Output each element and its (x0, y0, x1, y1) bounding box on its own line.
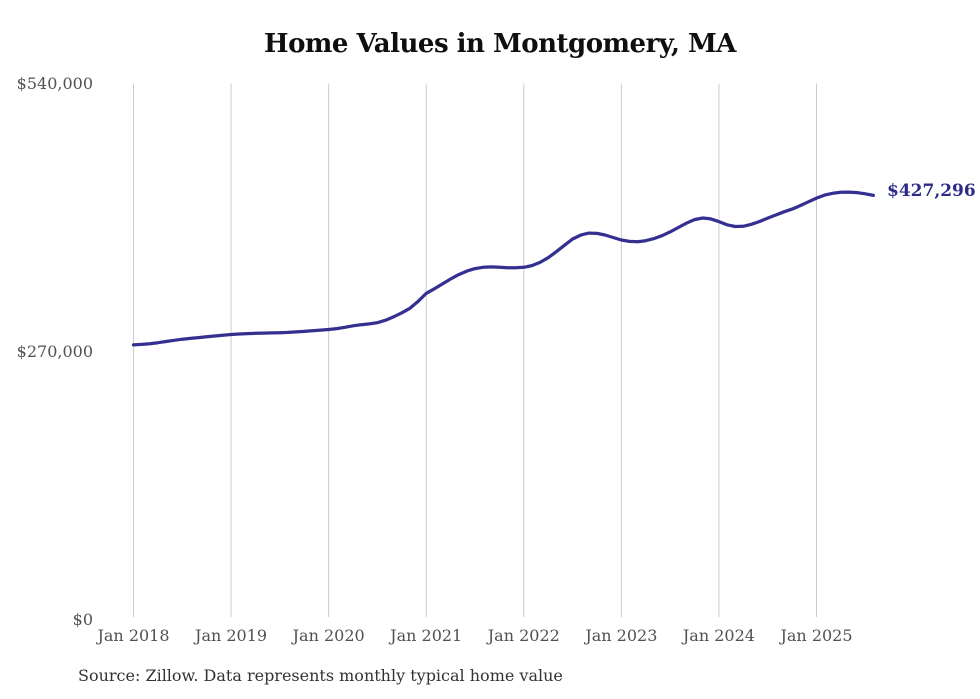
y-tick-label: $270,000 (16, 341, 93, 361)
x-tick-label: Jan 2020 (292, 626, 365, 645)
x-tick-label: Jan 2025 (780, 626, 853, 645)
latest-value-label: $427,296 (887, 181, 976, 201)
home-value-trend-line (131, 190, 876, 347)
x-tick-label: Jan 2023 (585, 626, 658, 645)
x-tick-label: Jan 2018 (97, 626, 170, 645)
source-attribution: Source: Zillow. Data represents monthly … (78, 666, 563, 685)
chart-title: Home Values in Montgomery, MA (264, 29, 736, 59)
y-tick-label: $540,000 (16, 73, 93, 93)
x-tick-label: Jan 2019 (195, 626, 268, 645)
y-tick-label: $0 (72, 609, 93, 629)
x-tick-label: Jan 2021 (390, 626, 463, 645)
x-tick-label: Jan 2022 (487, 626, 560, 645)
x-tick-label: Jan 2024 (682, 626, 755, 645)
vertical-gridlines (133, 83, 817, 617)
